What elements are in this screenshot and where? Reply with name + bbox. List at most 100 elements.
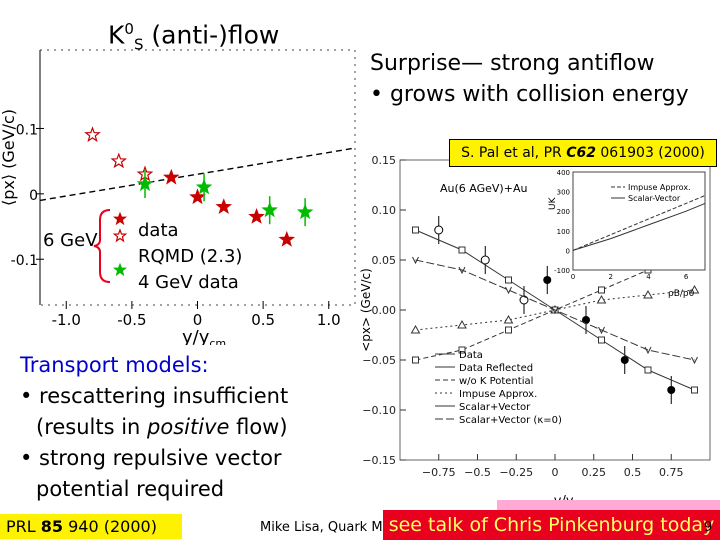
left-y-tick-label: 0 (29, 188, 38, 204)
right-v-point (598, 326, 605, 335)
left-y-axis-label: ⟨px⟩ (GeV/c) (0, 109, 18, 206)
inset-x-tick-label: 6 (684, 273, 689, 281)
right-x-tick-label: 0.25 (582, 466, 607, 479)
inset-y-tick-label: 100 (557, 228, 570, 236)
right-x-tick-label: 0.5 (624, 466, 642, 479)
series-0-point (278, 230, 296, 247)
series-2-point (195, 178, 213, 195)
right-legend-label: Scalar+Vector (459, 402, 531, 413)
right-square-point (644, 366, 652, 374)
left-x-tick-label: -0.5 (117, 311, 146, 329)
right-square-point (505, 276, 512, 284)
inset-y-label: UK (548, 196, 558, 210)
series-0-point (189, 188, 206, 205)
right-data-point (620, 356, 629, 364)
surprise-text: Surprise— strong antiflow • grows with c… (370, 48, 689, 110)
inset-x-tick-label: 4 (646, 273, 651, 281)
left-x-tick-label: 1.0 (317, 311, 341, 329)
right-x-tick-label: −0.25 (499, 466, 533, 479)
reference-box: S. Pal et al, PR C62 061903 (2000) (449, 139, 717, 167)
right-curve-5 (415, 259, 695, 361)
legend-4gev-star (112, 262, 128, 277)
page-title: K0S (anti-)flow (108, 20, 280, 54)
right-legend-label: Data Reflected (459, 363, 533, 374)
legend-data: data (138, 220, 179, 241)
right-square-point (458, 246, 466, 254)
inset-curve-1 (572, 202, 706, 251)
right-square-point (458, 346, 466, 354)
left-y-tick-label: -0.1 (11, 253, 38, 269)
inset-y-tick-label: 400 (557, 169, 570, 177)
surprise-line-2: • grows with collision energy (370, 82, 689, 107)
left-x-tick-label: 0 (193, 311, 203, 329)
legend-4gev: 4 GeV data (138, 272, 239, 293)
inset-y-tick-label: 200 (557, 208, 570, 216)
right-v-point (412, 256, 419, 265)
right-v-point (458, 266, 466, 275)
right-y-tick-label: −0.10 (362, 404, 396, 417)
right-data-point (543, 276, 552, 284)
transport-bullet-1: • rescattering insufficient (20, 384, 289, 408)
right-v-point (644, 346, 652, 355)
inset-x-tick-label: 2 (608, 273, 612, 281)
inset-y-tick-label: 300 (557, 189, 570, 197)
right-y-tick-label: −0.05 (362, 354, 396, 367)
right-square-point (412, 226, 419, 234)
left-fit-line (39, 147, 356, 202)
right-y-tick-label: 0.00 (372, 304, 397, 317)
inset-y-tick-label: 0 (566, 247, 570, 255)
right-x-tick-label: −0.5 (464, 466, 491, 479)
inset-legend-label: Scalar-Vector (628, 194, 681, 203)
left-x-axis-label: y/ycm (182, 327, 226, 345)
series-1-point (110, 152, 128, 169)
right-v-point (505, 286, 512, 295)
inset-x-tick-label: 0 (571, 273, 575, 281)
right-triangle-point (503, 314, 514, 324)
transport-bullet-1b: (results in positive flow) (36, 415, 288, 439)
series-0-point (248, 207, 265, 224)
series-2-point (136, 175, 154, 192)
series-0-point (215, 198, 233, 214)
right-x-tick-label: −0.75 (422, 466, 456, 479)
right-square-point (598, 336, 605, 344)
talk-banner[interactable]: see talk of Chris Pinkenburg today (383, 510, 720, 540)
right-y-tick-label: −0.15 (362, 454, 396, 467)
right-square-point (691, 386, 698, 394)
left-y-tick-label: 0.1 (16, 122, 38, 138)
transport-bullet-2: • strong repulsive vector (20, 446, 282, 470)
right-y-tick-label: 0.10 (372, 204, 397, 217)
legend-rqmd: RQMD (2.3) (138, 246, 243, 267)
right-square-point (412, 356, 419, 364)
transport-heading: Transport models: (20, 353, 209, 377)
right-v-point (691, 356, 698, 365)
right-legend-label: Data (459, 350, 483, 361)
inset-frame (572, 171, 706, 271)
legend-prefix: 6 GeV (43, 230, 98, 251)
right-square-point (598, 286, 605, 294)
series-2-point (296, 203, 314, 220)
transport-bullet-2b: potential required (36, 477, 225, 501)
right-triangle-point (410, 324, 421, 334)
right-chart: 0.15 0.10 0.05 0.00 −0.05 −0.10 −0.15 −0.75 −0.5… (359, 154, 711, 510)
legend-rqmd-star (112, 228, 128, 243)
right-legend-label: Scalar+Vector (κ=0) (459, 415, 562, 426)
right-v-point (551, 306, 559, 315)
right-legend-label: w/o K Potential (459, 376, 533, 387)
legend-data-star (112, 211, 128, 226)
right-x-tick-label: 0 (552, 466, 559, 479)
left-chart: 0.1 0 -0.1 -1.0 -0.5 0 0.5 1.0 y/ycm ⟨px⟩ (GeV/c) (0, 49, 356, 345)
page-number: 9 (704, 520, 713, 535)
right-triangle-point (643, 289, 653, 299)
prl-reference: PRL 85 940 (2000) (0, 514, 182, 539)
right-data-point (667, 386, 676, 394)
right-y-tick-label: 0.15 (372, 154, 397, 167)
left-x-tick-label: 0.5 (251, 311, 275, 329)
right-reflected-point (434, 225, 444, 235)
right-triangle-point (457, 319, 467, 329)
series-1-point (84, 126, 101, 143)
right-x-tick-label: 0.75 (659, 466, 684, 479)
inset-y-tick-label: -100 (554, 267, 570, 275)
left-plot-frame (39, 49, 356, 306)
inset-x-label: ρB/ρ0 (668, 289, 695, 299)
right-reflected-point (480, 255, 490, 265)
